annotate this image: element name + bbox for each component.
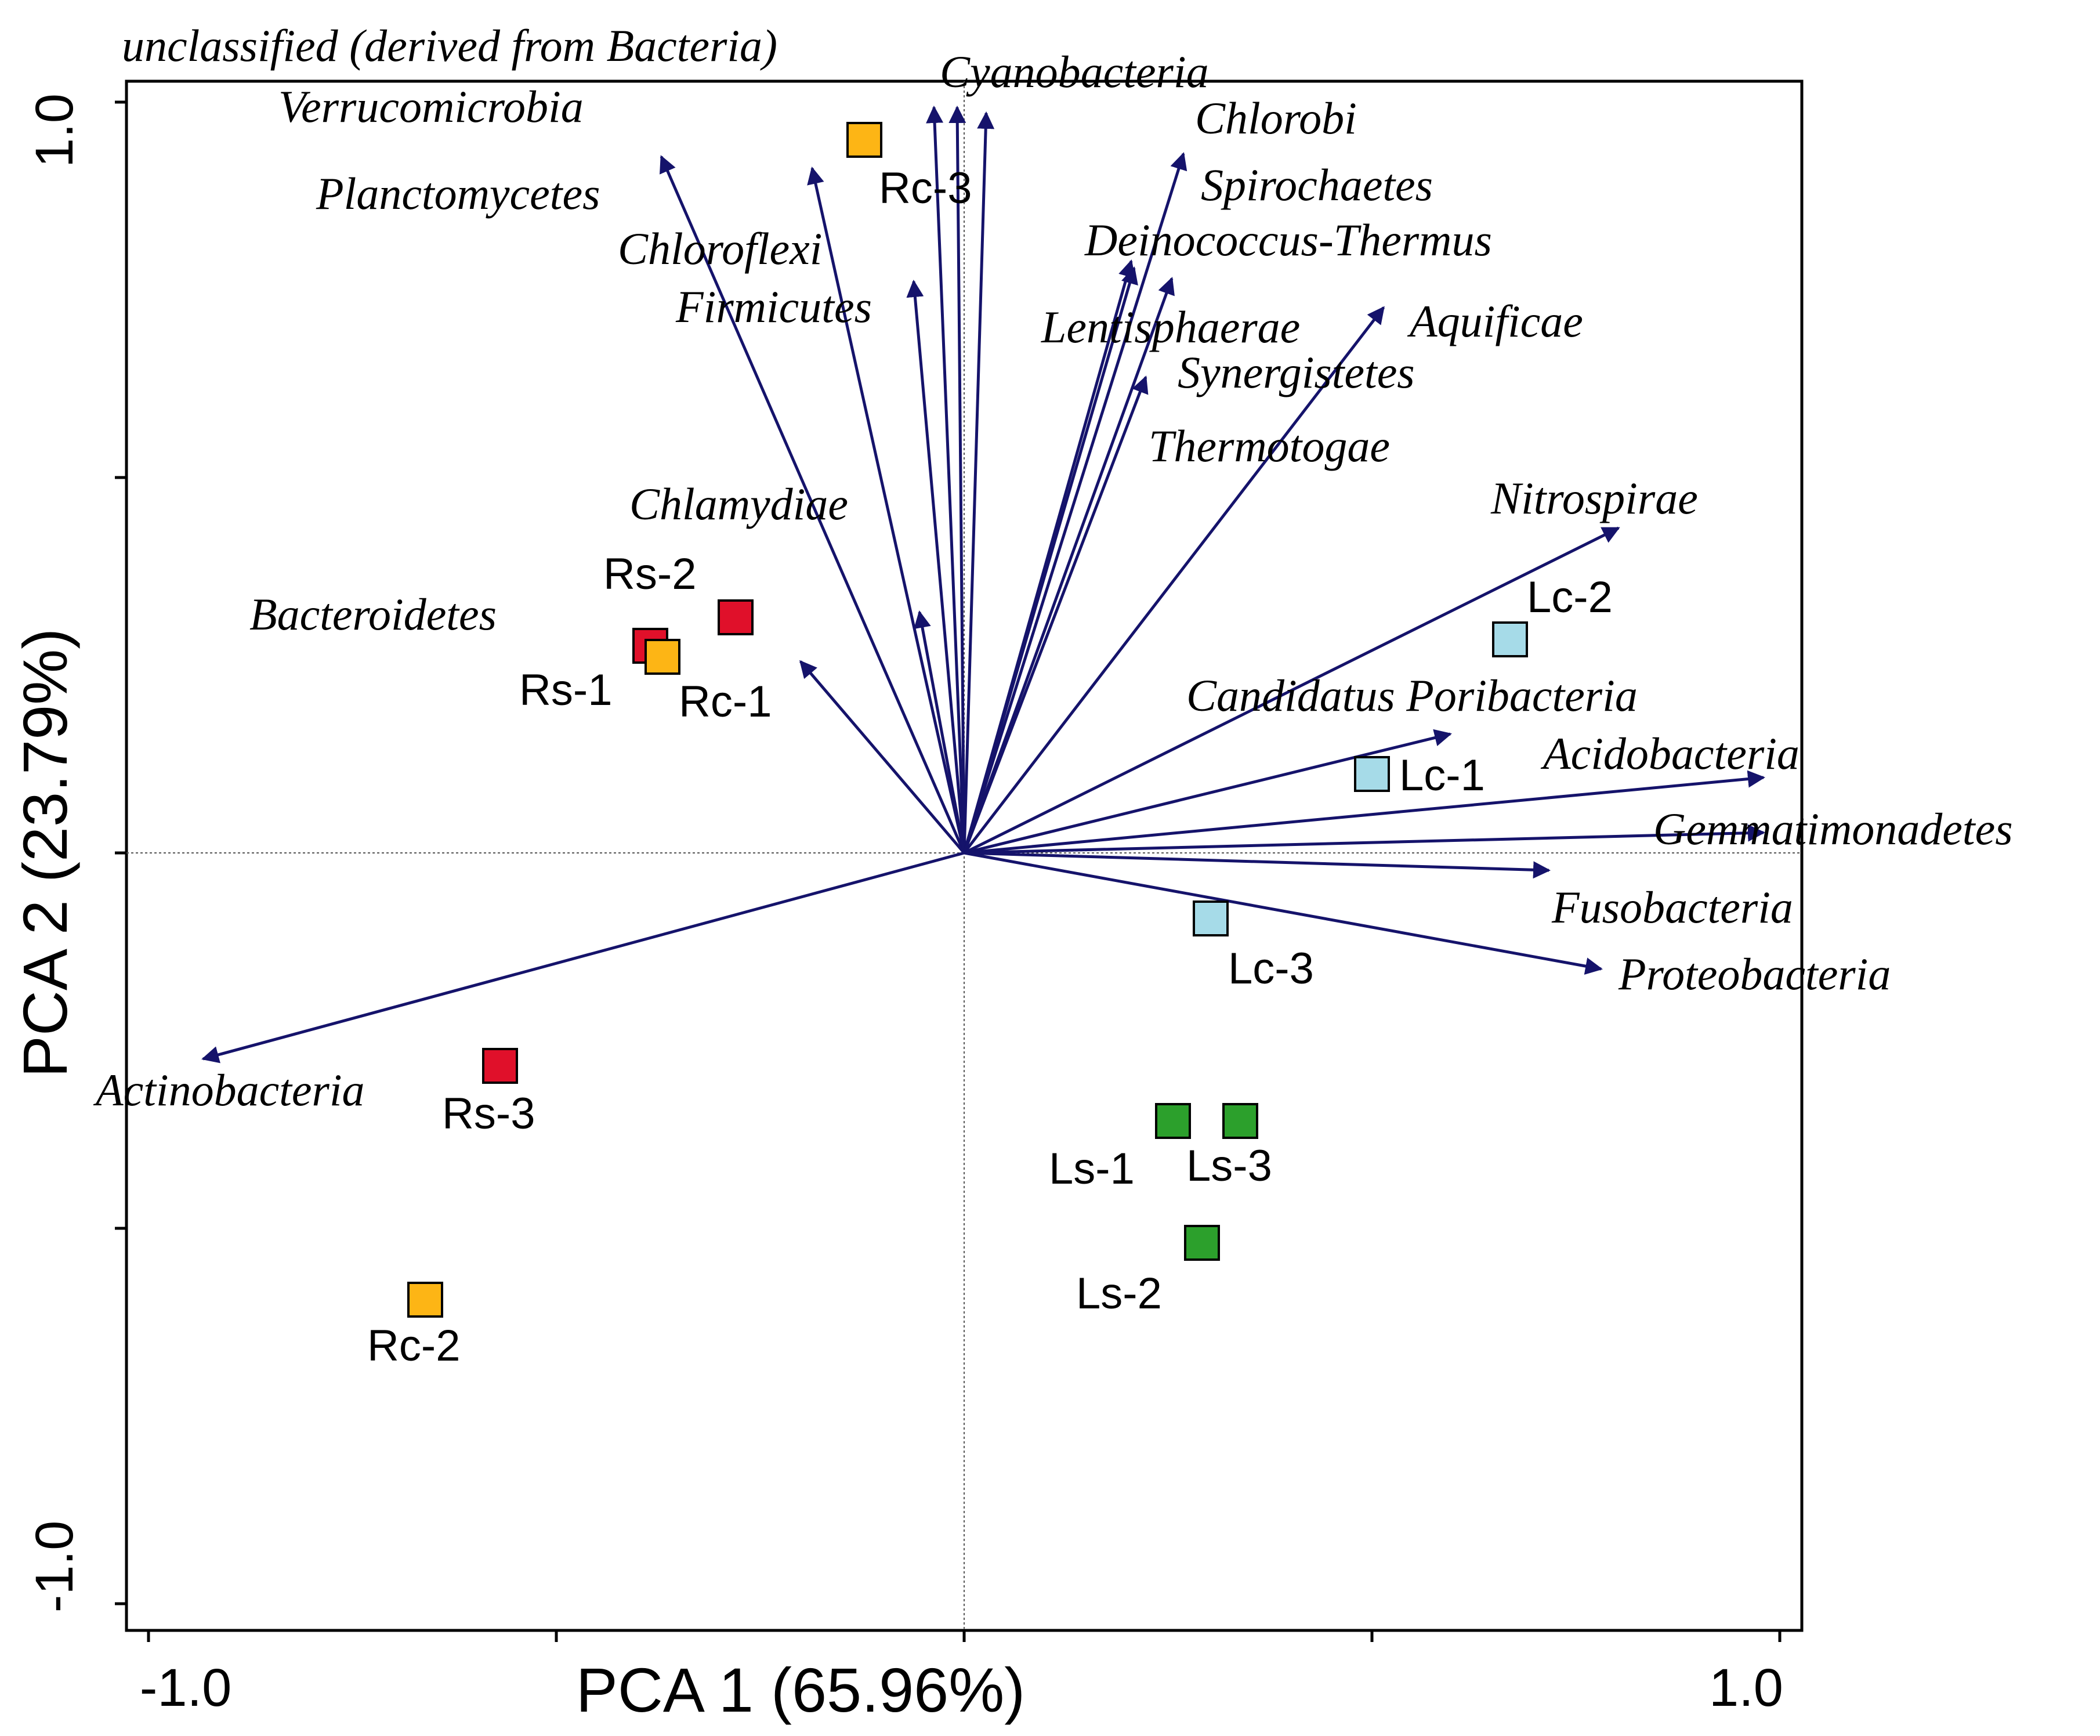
label-lentisphaerae: Lentisphaerae [1041, 302, 1300, 352]
label-unclassified-derived-from-bacteria: unclassified (derived from Bacteria) [122, 20, 777, 71]
sample-label-lc-2: Lc-2 [1527, 573, 1613, 622]
y-ticks [115, 100, 126, 1605]
sample-label-rc-2: Rc-2 [367, 1321, 460, 1370]
label-aquificae: Aquificae [1407, 296, 1583, 346]
loading-arrows [201, 106, 1765, 1064]
arrow-chloroflexi [948, 106, 966, 853]
label-spirochaetes: Spirochaetes [1201, 160, 1433, 210]
label-planctomycetes: Planctomycetes [316, 168, 600, 219]
arrow-candidatus-poribacteria [964, 729, 1452, 855]
arrow-nitrospirae [963, 526, 1620, 855]
sample-label-lc-3: Lc-3 [1228, 944, 1314, 993]
arrow-chlorobi [962, 152, 1187, 853]
arrow-cyanobacteria [926, 106, 966, 853]
label-deinococcus-thermus: Deinococcus-Thermus [1084, 215, 1492, 265]
x-ticks [147, 1630, 1782, 1642]
label-chlorobi: Chlorobi [1195, 93, 1357, 143]
sample-point-lc-3 [1193, 900, 1229, 936]
label-fusobacteria: Fusobacteria [1551, 882, 1793, 932]
arrow-unclassified-derived-from-bacteria [962, 111, 995, 853]
arrow-chlamydiae [799, 660, 965, 854]
sample-point-ls-3 [1222, 1103, 1258, 1139]
arrow-actinobacteria [201, 851, 965, 1064]
arrow-lentisphaerae [962, 266, 1138, 853]
sample-label-rs-2: Rs-2 [603, 549, 696, 599]
label-verrucomicrobia: Verrucomicrobia [278, 81, 584, 132]
sample-point-rc-2 [407, 1282, 443, 1318]
sample-point-ls-2 [1184, 1225, 1220, 1261]
sample-label-rc-3: Rc-3 [879, 164, 972, 213]
sample-label-rc-1: Rc-1 [679, 677, 772, 726]
arrow-synergistetes [962, 375, 1149, 853]
x-tick-label-max: 1.0 [1709, 1658, 1783, 1717]
y-axis-title: PCA 2 (23.79%) [10, 628, 80, 1077]
sample-point-rs-2 [718, 599, 754, 635]
x-axis-title: PCA 1 (65.96%) [576, 1655, 1025, 1725]
variable-labels: unclassified (derived from Bacteria) Cyan… [93, 20, 2013, 1115]
label-firmicutes: Firmicutes [675, 281, 872, 332]
arrow-spirochaetes [962, 277, 1175, 853]
arrow-verrucomicrobia [660, 155, 966, 853]
sample-label-rs-1: Rs-1 [519, 666, 612, 715]
sample-label-lc-1: Lc-1 [1399, 751, 1485, 800]
sample-point-lc-2 [1492, 621, 1528, 657]
sample-point-rs-3 [482, 1048, 518, 1084]
label-nitrospirae: Nitrospirae [1490, 473, 1698, 523]
label-synergistetes: Synergistetes [1178, 347, 1415, 397]
sample-point-rc-3 [846, 122, 882, 158]
label-chlamydiae: Chlamydiae [629, 479, 848, 529]
y-tick-label-max: 1.0 [25, 93, 84, 168]
label-proteobacteria: Proteobacteria [1618, 949, 1891, 999]
sample-point-ls-1 [1155, 1103, 1191, 1139]
sample-point-rc-1 [645, 639, 680, 675]
sample-point-lc-1 [1354, 756, 1390, 792]
sample-label-ls-3: Ls-3 [1186, 1141, 1272, 1191]
label-cyanobacteria: Cyanobacteria [940, 46, 1209, 97]
label-chloroflexi: Chloroflexi [618, 223, 822, 274]
label-acidobacteria: Acidobacteria [1540, 728, 1800, 779]
label-gemmatimonadetes: Gemmatimonadetes [1653, 804, 2013, 854]
sample-label-rs-3: Rs-3 [442, 1089, 535, 1138]
arrow-gemmatimonadetes [964, 824, 1765, 855]
label-candidatus-poribacteria: Candidatus Poribacteria [1186, 670, 1638, 721]
arrow-firmicutes [906, 280, 966, 853]
y-tick-label-min: -1.0 [25, 1521, 84, 1613]
arrow-thermotogae [914, 610, 966, 853]
sample-points [407, 122, 1528, 1318]
arrow-fusobacteria [964, 851, 1551, 879]
label-thermotogae: Thermotogae [1149, 421, 1390, 471]
label-actinobacteria: Actinobacteria [93, 1065, 365, 1115]
x-tick-label-min: -1.0 [140, 1658, 232, 1717]
sample-labels: Rs-1 Rs-2 Rs-3 Rc-1 Rc-2 Rc-3 Lc-1 Lc-2 Lc-3 Ls-1… [367, 164, 1613, 1370]
sample-label-ls-2: Ls-2 [1076, 1269, 1162, 1318]
sample-label-ls-1: Ls-1 [1049, 1144, 1135, 1194]
arrow-acidobacteria [964, 770, 1765, 855]
arrow-planctomycetes [807, 167, 966, 853]
arrow-aquificae [963, 306, 1385, 854]
label-bacteroidetes: Bacteroidetes [249, 589, 497, 639]
arrow-proteobacteria [964, 851, 1603, 975]
